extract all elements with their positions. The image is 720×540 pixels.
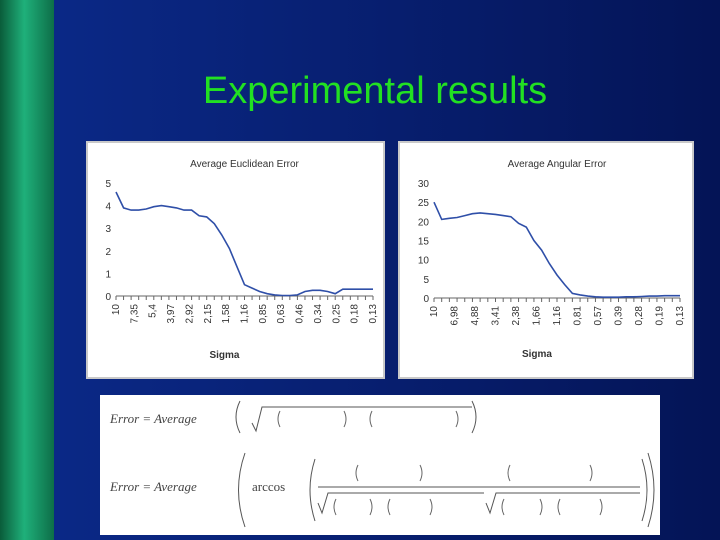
x-tick-label: 0,57 xyxy=(593,306,604,326)
y-tick-label: 0 xyxy=(105,292,111,303)
formula1-lhs: Error = Average xyxy=(109,411,197,426)
formula2-inner-right-paren xyxy=(641,458,648,522)
x-tick-label: 3,41 xyxy=(491,306,502,326)
chart-title: Average Angular Error xyxy=(508,159,607,170)
x-tick-label: 0,39 xyxy=(614,306,625,326)
x-tick-label: 0,19 xyxy=(655,306,666,326)
x-tick-label: 1,58 xyxy=(221,304,232,324)
slide-title: Experimental results xyxy=(202,70,548,112)
formula1-left-paren xyxy=(235,400,241,434)
x-tick-label: 0,34 xyxy=(313,304,324,324)
x-tick-label: 0,46 xyxy=(295,304,306,324)
x-tick-label: 10 xyxy=(429,306,440,318)
series-line xyxy=(433,201,680,298)
x-tick-label: 0,85 xyxy=(258,304,269,324)
series-line xyxy=(115,191,373,297)
y-tick-label: 0 xyxy=(423,294,429,305)
x-tick-label: 2,15 xyxy=(203,304,214,324)
x-tick-label: 0,63 xyxy=(276,304,287,324)
x-tick-label: 2,38 xyxy=(511,306,522,326)
y-tick-label: 1 xyxy=(105,269,111,280)
y-tick-label: 10 xyxy=(418,256,430,267)
formula2-right-paren xyxy=(647,452,655,528)
y-tick-label: 5 xyxy=(423,275,429,286)
y-tick-label: 30 xyxy=(418,179,430,190)
slide-accent-bar xyxy=(0,0,54,540)
x-tick-label: 0,18 xyxy=(350,304,361,324)
angular-error-chart: Average Angular Error 0 5 10 15 20 25 30 10 6,98 4… xyxy=(418,159,686,360)
formula1-right-paren xyxy=(471,400,477,434)
x-axis-label: Sigma xyxy=(522,349,552,360)
y-tick-label: 25 xyxy=(418,198,430,209)
x-tick-label: 10 xyxy=(111,304,122,316)
y-tick-label: 5 xyxy=(105,179,111,190)
x-tick-label: 0,25 xyxy=(331,304,342,324)
formula2-sqrt-b xyxy=(485,492,640,515)
x-axis-label: Sigma xyxy=(209,350,239,361)
x-tick-label: 3,97 xyxy=(166,304,177,324)
x-tick-label: 2,92 xyxy=(184,304,195,324)
euclidean-error-chart-panel: Average Euclidean Error 0 1 2 3 4 5 10 7,35 5,4 3,… xyxy=(86,141,385,379)
formula-drawing: Error = Average Error = Average arccos xyxy=(109,400,655,528)
x-tick-label: 6,98 xyxy=(450,306,461,326)
formula2-sqrt-a xyxy=(317,492,484,515)
x-tick-label: 0,28 xyxy=(634,306,645,326)
x-tick-label: 0,13 xyxy=(675,306,686,326)
x-tick-label: 7,35 xyxy=(129,304,140,324)
arccos-label: arccos xyxy=(252,479,285,494)
chart-title: Average Euclidean Error xyxy=(190,159,299,170)
angular-error-chart-panel: Average Angular Error 0 5 10 15 20 25 30 10 6,98 4… xyxy=(398,141,694,379)
x-tick-label: 0,13 xyxy=(368,304,379,324)
y-tick-label: 4 xyxy=(105,202,111,213)
x-tick-label: 5,4 xyxy=(148,304,159,318)
euclidean-error-chart: Average Euclidean Error 0 1 2 3 4 5 10 7,35 5,4 3,… xyxy=(105,159,379,361)
x-tick-label: 1,16 xyxy=(240,304,251,324)
y-tick-label: 15 xyxy=(418,237,430,248)
error-formulas: Error = Average Error = Average arccos xyxy=(100,395,660,535)
formula1-sqrt xyxy=(251,406,472,433)
formula2-lhs: Error = Average xyxy=(109,479,197,494)
y-tick-label: 2 xyxy=(105,247,111,258)
y-tick-label: 20 xyxy=(418,217,430,228)
x-tick-label: 0,81 xyxy=(573,306,584,326)
x-tick-label: 1,16 xyxy=(552,306,563,326)
x-tick-label: 1,66 xyxy=(532,306,543,326)
y-tick-label: 3 xyxy=(105,224,111,235)
formula2-left-paren xyxy=(238,452,246,528)
formula2-inner-left-paren xyxy=(309,458,316,522)
x-tick-label: 4,88 xyxy=(470,306,481,326)
